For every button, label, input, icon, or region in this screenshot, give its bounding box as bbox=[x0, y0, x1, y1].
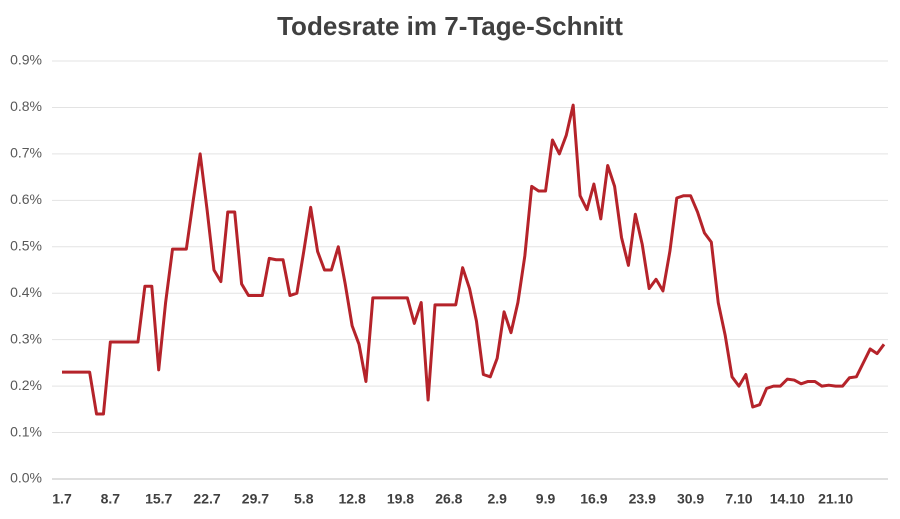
y-tick-label: 0.8% bbox=[10, 98, 42, 114]
y-tick-label: 0.6% bbox=[10, 191, 42, 207]
x-tick-label: 21.10 bbox=[818, 491, 853, 507]
y-tick-label: 0.7% bbox=[10, 145, 42, 161]
x-tick-label: 29.7 bbox=[242, 491, 269, 507]
x-tick-label: 1.7 bbox=[52, 491, 72, 507]
x-tick-label: 16.9 bbox=[580, 491, 607, 507]
x-tick-label: 19.8 bbox=[387, 491, 414, 507]
x-tick-label: 15.7 bbox=[145, 491, 172, 507]
y-tick-label: 0.3% bbox=[10, 330, 42, 346]
y-tick-label: 0.9% bbox=[10, 52, 42, 68]
x-tick-label: 2.9 bbox=[487, 491, 507, 507]
data-line bbox=[62, 103, 886, 416]
x-tick-label: 12.8 bbox=[338, 491, 365, 507]
x-tick-label: 30.9 bbox=[677, 491, 704, 507]
y-tick-label: 0.4% bbox=[10, 284, 42, 300]
x-tick-label: 26.8 bbox=[435, 491, 462, 507]
y-tick-label: 0.0% bbox=[10, 470, 42, 486]
y-tick-label: 0.2% bbox=[10, 377, 42, 393]
x-tick-label: 9.9 bbox=[536, 491, 556, 507]
y-tick-label: 0.5% bbox=[10, 237, 42, 253]
x-tick-label: 23.9 bbox=[629, 491, 656, 507]
x-tick-label: 14.10 bbox=[770, 491, 805, 507]
x-tick-label: 22.7 bbox=[193, 491, 220, 507]
chart-title: Todesrate im 7-Tage-Schnitt bbox=[277, 11, 623, 41]
x-tick-label: 5.8 bbox=[294, 491, 314, 507]
x-tick-label: 7.10 bbox=[725, 491, 752, 507]
y-tick-label: 0.1% bbox=[10, 423, 42, 439]
x-tick-label: 8.7 bbox=[101, 491, 121, 507]
